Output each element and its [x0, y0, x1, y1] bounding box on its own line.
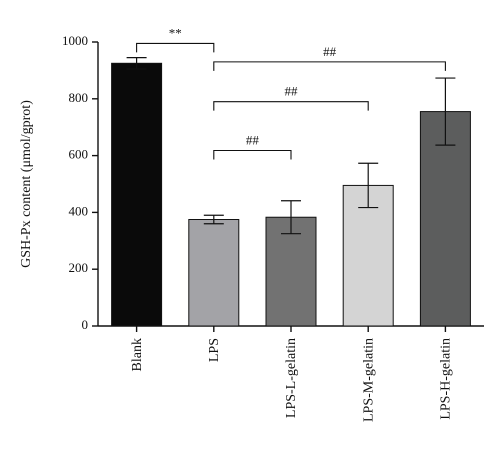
- error-bar-1: [203, 214, 224, 225]
- significance-bracket: ##: [213, 44, 446, 71]
- y-tick-label: 800: [69, 90, 89, 105]
- x-ticks: Blank LPS LPS-L-gelatin LPS-M-gelatin LPS-H-…: [130, 326, 454, 422]
- error-bar-0: [126, 57, 147, 70]
- bar-3: [342, 184, 394, 327]
- error-bars: [126, 57, 456, 235]
- x-tick-label: LPS: [207, 338, 222, 362]
- y-axis-label: GSH-Px content (μmol/gprot): [19, 100, 34, 268]
- y-ticks: 0 200 400 600 800 1000: [62, 33, 98, 332]
- significance-label: ##: [246, 132, 260, 147]
- error-bar-4: [435, 77, 456, 146]
- significance-bracket: **: [136, 25, 215, 53]
- y-tick-label: 0: [82, 317, 89, 332]
- y-tick-label: 1000: [62, 33, 88, 48]
- error-bar-3: [358, 162, 379, 209]
- significance-label: ##: [323, 44, 337, 59]
- x-tick-label: LPS-L-gelatin: [284, 338, 299, 418]
- x-tick-label: Blank: [130, 338, 145, 371]
- y-tick-label: 400: [69, 203, 89, 218]
- bar-2: [265, 216, 317, 327]
- bar-0: [111, 62, 163, 327]
- significance-bracket: ##: [213, 132, 292, 160]
- bar-1: [188, 219, 240, 327]
- significance-annotations: ** ## ## ##: [136, 25, 446, 160]
- bar-4: [419, 111, 471, 327]
- x-tick-label: LPS-H-gelatin: [439, 338, 454, 420]
- y-tick-label: 600: [69, 147, 89, 162]
- bars: [111, 62, 471, 327]
- y-tick-label: 200: [69, 260, 89, 275]
- significance-label: **: [169, 25, 182, 40]
- significance-bracket: ##: [213, 84, 369, 111]
- x-tick-label: LPS-M-gelatin: [361, 338, 376, 422]
- significance-label: ##: [285, 84, 299, 99]
- error-bar-2: [281, 200, 301, 235]
